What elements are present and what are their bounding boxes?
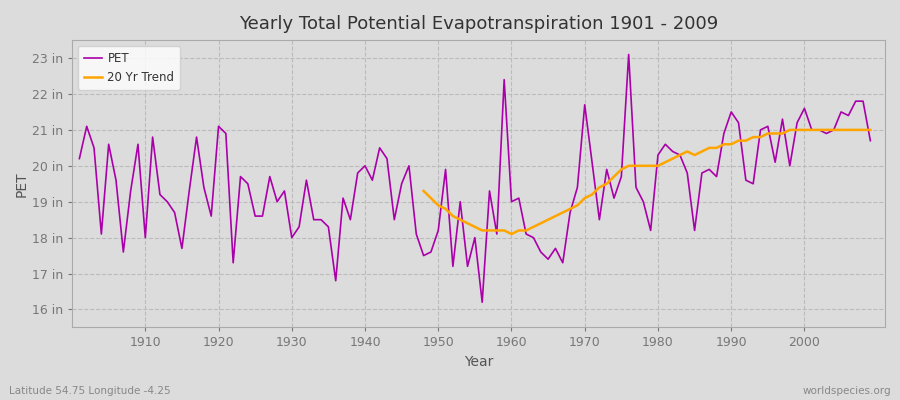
- Line: PET: PET: [79, 54, 870, 302]
- PET: [293, 224, 304, 229]
- PET: [477, 300, 488, 305]
- PET: [865, 138, 876, 143]
- PET: [513, 196, 524, 200]
- 20 Yr Trend: [821, 128, 832, 132]
- 20 Yr Trend: [454, 217, 465, 222]
- PET: [338, 196, 348, 200]
- 20 Yr Trend: [645, 164, 656, 168]
- 20 Yr Trend: [513, 228, 524, 233]
- 20 Yr Trend: [418, 188, 429, 193]
- 20 Yr Trend: [697, 149, 707, 154]
- PET: [132, 142, 143, 147]
- 20 Yr Trend: [785, 128, 796, 132]
- Title: Yearly Total Potential Evapotranspiration 1901 - 2009: Yearly Total Potential Evapotranspiratio…: [238, 15, 718, 33]
- Y-axis label: PET: PET: [15, 171, 29, 196]
- Text: worldspecies.org: worldspecies.org: [803, 386, 891, 396]
- Legend: PET, 20 Yr Trend: PET, 20 Yr Trend: [78, 46, 180, 90]
- Text: Latitude 54.75 Longitude -4.25: Latitude 54.75 Longitude -4.25: [9, 386, 171, 396]
- PET: [506, 199, 517, 204]
- PET: [74, 156, 85, 161]
- Line: 20 Yr Trend: 20 Yr Trend: [424, 130, 870, 234]
- 20 Yr Trend: [506, 232, 517, 236]
- PET: [624, 52, 634, 57]
- 20 Yr Trend: [543, 217, 553, 222]
- X-axis label: Year: Year: [464, 355, 493, 369]
- PET: [601, 167, 612, 172]
- 20 Yr Trend: [865, 128, 876, 132]
